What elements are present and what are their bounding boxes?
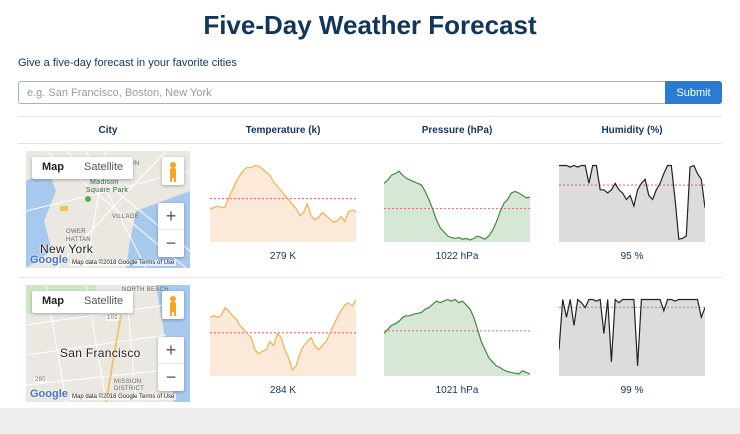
pressure-value: 1021 hPa xyxy=(435,385,479,396)
humidity-value: 99 % xyxy=(620,385,644,396)
city-map[interactable]: NORTH BEACH MISSION DISTRICT 101 280 Map… xyxy=(26,285,190,402)
map-place-label: NORTH BEACH xyxy=(122,287,169,293)
map-place-label: OWER xyxy=(66,229,86,235)
page-title: Five-Day Weather Forecast xyxy=(203,10,537,40)
humidity-sparkline xyxy=(559,164,705,242)
humidity-sparkline xyxy=(559,298,705,376)
map-place-label: VILLAGE xyxy=(112,214,140,220)
pressure-sparkline xyxy=(384,298,530,376)
table-row: NORTH BEACH MISSION DISTRICT 101 280 Map… xyxy=(18,278,722,412)
map-city-label: New York xyxy=(40,242,94,256)
sparkline-line xyxy=(210,299,356,372)
submit-button[interactable]: Submit xyxy=(665,81,722,104)
city-map[interactable]: MIDTOWN Madison Square Park VILLAGE OWER… xyxy=(26,151,190,268)
column-header-humidity: Humidity (%) xyxy=(601,125,663,136)
column-header-temperature: Temperature (k) xyxy=(245,125,321,136)
sparkline-area xyxy=(384,299,530,376)
map-place-label: DISTRICT xyxy=(114,386,145,392)
pressure-value: 1022 hPa xyxy=(435,251,479,262)
zoom-control: + − xyxy=(158,337,184,391)
temperature-sparkline xyxy=(210,299,356,376)
sparkline-line xyxy=(384,298,530,375)
google-logo: Google xyxy=(30,254,68,266)
google-logo: Google xyxy=(30,388,68,400)
sparkline-area xyxy=(384,171,530,242)
forecast-table: City Temperature (k) Pressure (hPa) Humi… xyxy=(18,116,722,412)
column-header-city: City xyxy=(98,125,118,136)
map-type-toggle: Map Satellite xyxy=(32,157,134,179)
sparkline-area xyxy=(210,165,356,242)
sparkline-area xyxy=(559,299,705,376)
map-city-label: San Francisco xyxy=(60,346,141,360)
sparkline-line xyxy=(559,164,705,240)
map-type-satellite-button[interactable]: Satellite xyxy=(84,295,124,307)
city-search-input[interactable] xyxy=(18,81,665,104)
sparkline-line xyxy=(210,164,356,223)
map-attribution[interactable]: Map data ©2018 Google Terms of Use xyxy=(70,260,177,266)
highway-shield: 101 xyxy=(106,315,119,321)
search-form: Submit xyxy=(18,81,722,104)
page-subtitle: Give a five-day forecast in your favorit… xyxy=(18,57,237,69)
table-header: City Temperature (k) Pressure (hPa) Humi… xyxy=(18,116,722,144)
highway-shield: 280 xyxy=(34,377,47,383)
map-type-toggle: Map Satellite xyxy=(32,291,134,313)
zoom-out-button[interactable]: − xyxy=(165,233,177,253)
street-view-pegman-icon[interactable] xyxy=(162,157,184,185)
page-footer xyxy=(0,408,740,434)
sparkline-line xyxy=(384,170,530,241)
map-place-label: MISSION xyxy=(114,379,142,385)
sparkline-area xyxy=(210,299,356,376)
map-place-label: HATTAN xyxy=(66,237,91,243)
map-place-label: Square Park xyxy=(86,187,129,194)
temperature-sparkline xyxy=(210,164,356,242)
humidity-value: 95 % xyxy=(620,251,644,262)
column-header-pressure: Pressure (hPa) xyxy=(421,125,493,136)
sparkline-line xyxy=(559,298,705,366)
temperature-value: 279 K xyxy=(269,251,297,262)
pressure-sparkline xyxy=(384,170,530,242)
zoom-in-button[interactable]: + xyxy=(158,337,184,364)
map-place-label: Madison xyxy=(90,179,119,186)
street-view-pegman-icon[interactable] xyxy=(162,291,184,319)
map-type-map-button[interactable]: Map xyxy=(42,161,64,173)
zoom-out-button[interactable]: − xyxy=(165,367,177,387)
zoom-in-button[interactable]: + xyxy=(158,203,184,230)
map-attribution[interactable]: Map data ©2018 Google Terms of Use xyxy=(70,394,177,400)
map-type-satellite-button[interactable]: Satellite xyxy=(84,161,124,173)
map-type-map-button[interactable]: Map xyxy=(42,295,64,307)
table-row: MIDTOWN Madison Square Park VILLAGE OWER… xyxy=(18,144,722,278)
temperature-value: 284 K xyxy=(269,385,297,396)
sparkline-area xyxy=(559,165,705,242)
zoom-control: + − xyxy=(158,203,184,257)
